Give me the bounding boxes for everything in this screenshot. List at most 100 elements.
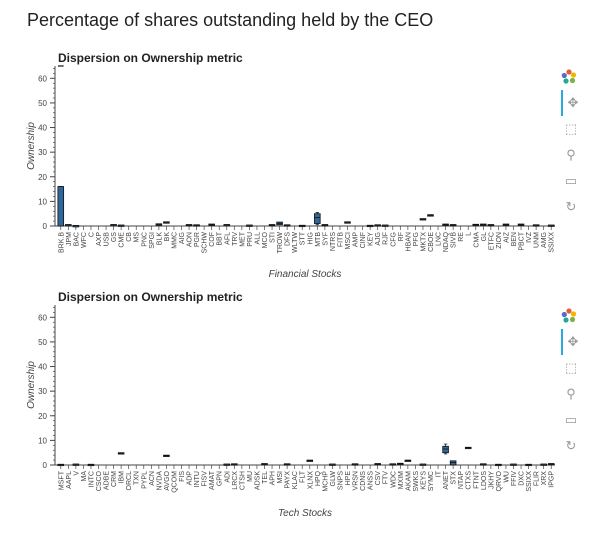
x-tick-label: C [88,232,95,237]
box-GL [480,223,487,226]
box-PAYX [283,463,291,466]
x-tick-label: ALL [254,232,261,245]
x-tick-label: XLNX [307,471,314,490]
pan-icon[interactable]: ✥ [561,329,583,355]
x-tick-label: SIVB [451,232,458,248]
x-tick-label: DXC [519,471,526,486]
x-axis-label: Tech Stocks [278,508,332,519]
x-tick-label: HBAN [405,232,412,251]
reset-icon[interactable]: ↻ [565,438,577,453]
box-zoom-icon[interactable]: ⬚ [564,360,578,375]
box-SIVB [449,224,457,227]
x-tick-label: CINF [360,232,367,248]
x-tick-label: FTNT [473,470,480,489]
wheel-zoom-icon[interactable]: ⚲ [566,386,576,401]
y-axis-label: Ownership [26,122,37,170]
x-tick-label: KEY [368,232,375,246]
x-tick-label: ADBE [104,471,111,490]
iqr-box [442,445,449,454]
x-tick-label: MXIM [398,471,405,489]
box-CBOE [427,214,434,217]
pan-icon[interactable]: ✥ [561,90,583,116]
x-tick-label: WU [503,471,510,483]
x-tick-label: INTU [194,471,201,487]
x-tick-label: ETFC [488,232,495,250]
save-icon[interactable]: ▭ [564,412,578,427]
y-tick-label: 20 [38,412,47,421]
tech-ownership-chart: 0 10 20 30 40 50 60 Ownership MSFT AAPL V MA INTC CSC… [26,305,556,519]
x-tick-label: STI [270,232,277,243]
x-tick-label: USB [104,232,111,247]
x-tick-label: QCOM [171,471,178,493]
x-tick-label: MS [134,232,141,243]
y-tick-label: 50 [38,338,47,347]
box-XLNX [306,459,314,462]
x-tick-label: TRV [232,232,239,246]
x-tick-label: PGR [194,232,201,247]
x-tick-label: LRCX [232,471,239,490]
box-AJG [374,224,381,227]
x-tick-label: MET [239,231,246,247]
bokeh-logo-icon[interactable] [561,303,581,329]
box-SYF [321,224,329,227]
x-tick-label: MMC [171,232,178,249]
box-CMA [472,223,480,227]
x-tick-label: CTXS [466,471,473,490]
x-tick-label: FISV [202,471,209,487]
x-tick-label: BEN [511,232,518,246]
box-zoom-icon[interactable]: ⬚ [564,121,578,136]
x-tick-label: FFIV [511,471,518,486]
y-tick-label: 60 [38,313,47,322]
box-PBCT [517,223,525,226]
reset-icon[interactable]: ↻ [565,199,577,214]
x-tick-label: QRVO [496,470,503,491]
y-axis-label: Ownership [26,361,37,409]
x-tick-label: AMP [353,232,360,248]
box-FFIV [510,463,517,466]
x-tick-label: INTC [88,471,95,487]
x-tick-label: AFL [224,232,231,245]
box-ANET [442,443,449,455]
box-LRCX [231,463,238,466]
x-tick-label: MKTX [420,232,427,252]
save-icon[interactable]: ▭ [564,173,578,188]
x-tick-label: MA [81,471,88,482]
box-COF [208,223,215,226]
x-tick-label: XRX [541,471,548,486]
x-tick-label: COF [209,232,216,247]
x-tick-label: LDOS [481,471,488,490]
x-tick-label: BLK [156,232,163,246]
x-tick-label: DFS [285,232,292,246]
box-CSV [374,463,381,466]
x-tick-label: LNC [436,232,443,246]
wheel-zoom-icon[interactable]: ⚲ [566,147,576,162]
toolbar-financial: ✥ ⬚ ⚲ ▭ ↻ [561,64,581,220]
x-tick-label: BBT [217,231,224,245]
box-BRK.B [57,65,65,227]
x-tick-label: JPM [66,232,73,246]
y-tick-label: 60 [38,74,47,83]
x-tick-label: RE [458,232,465,242]
box-TROW [276,221,283,226]
box-PRU [246,224,253,227]
financial-ownership-chart: 0 10 20 30 40 50 60 Ownership BRK.B JPM BAC WFC C AXP… [26,65,556,280]
x-tick-label: FLT [300,470,307,483]
x-tick-label: AIZ [503,231,510,243]
box-IPGP [547,463,555,466]
bokeh-logo-icon[interactable] [561,64,581,90]
x-axis-label: Financial Stocks [269,269,342,280]
box-IBM [117,452,125,455]
x-tick-label: ACN [149,471,156,486]
box-GS [110,224,117,227]
y-tick-label: 40 [38,363,47,372]
x-tick-label: ANSS [368,471,375,490]
y-tick-label: 10 [38,197,47,206]
box-MXIM [397,462,404,466]
x-tick-label: FIS [179,471,186,482]
x-tick-label: MSI [277,471,284,484]
x-tick-label: AKAM [405,471,412,491]
toolbar-tech: ✥ ⬚ ⚲ ▭ ↻ [561,303,581,459]
x-tick-label: TXN [134,471,141,485]
x-tick-label: CSV [375,471,382,486]
x-tick-label: GL [481,232,488,241]
